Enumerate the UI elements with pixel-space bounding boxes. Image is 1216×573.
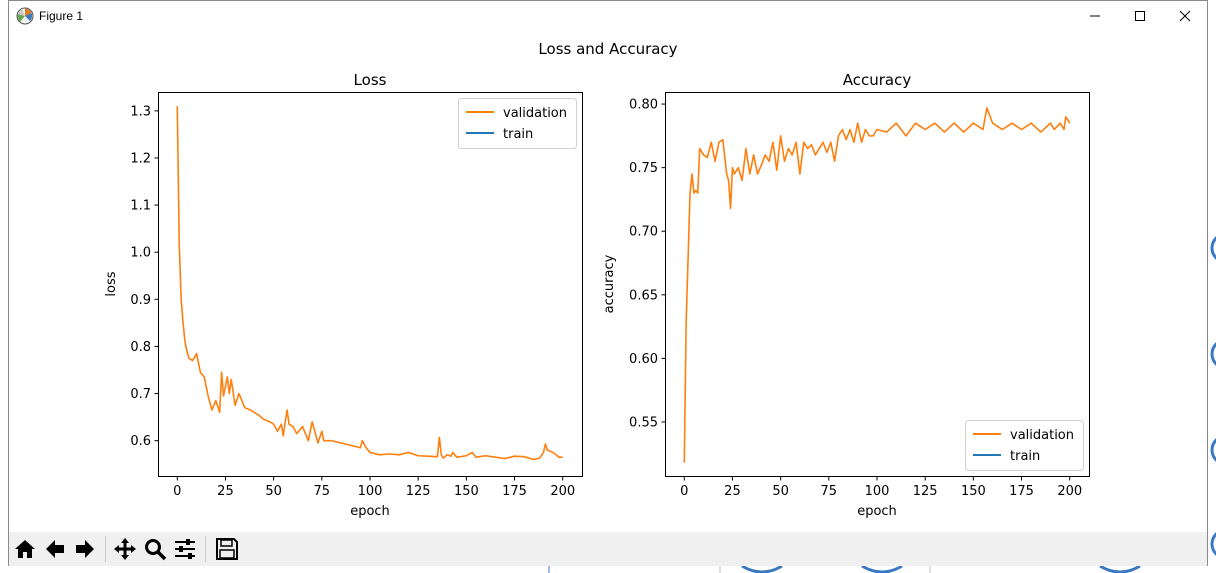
y-tick-label: 0.9 (130, 293, 151, 308)
maximize-button[interactable] (1117, 1, 1163, 31)
background-circle-icon (1210, 532, 1216, 556)
y-tick-label: 0.75 (629, 161, 658, 176)
x-tick-label: 25 (217, 484, 234, 499)
back-button[interactable] (41, 535, 69, 563)
y-tick-label: 0.80 (629, 98, 658, 113)
x-tick-label: 200 (550, 484, 575, 499)
forward-arrow-icon (76, 540, 94, 558)
x-tick-label: 150 (961, 484, 986, 499)
legend: validation train (458, 98, 577, 149)
save-icon (216, 538, 238, 560)
y-tick-label: 0.55 (629, 415, 658, 430)
y-tick-label: 0.65 (629, 288, 658, 303)
background-arc (741, 564, 783, 573)
axes-frame (158, 92, 583, 477)
y-tick-label: 1.0 (130, 246, 151, 261)
back-arrow-icon (46, 540, 64, 558)
axes-title: Accuracy (843, 71, 912, 89)
accuracy-axes[interactable]: Accuracy 0 25 50 75 100 125 150 175 200 0.55 0.60 0.… (602, 71, 1090, 519)
title-bar[interactable]: Figure 1 (9, 1, 1207, 31)
y-tick-label: 1.3 (130, 104, 151, 119)
navigation-toolbar (9, 532, 1207, 566)
background-arc (1099, 564, 1141, 573)
y-tick-label: 1.2 (130, 151, 151, 166)
y-tick-label: 0.8 (130, 340, 151, 355)
x-tick-label: 175 (502, 484, 527, 499)
axes-title: Loss (354, 71, 387, 89)
x-tick-label: 75 (821, 484, 838, 499)
minimize-button[interactable] (1072, 1, 1118, 31)
y-tick-label: 0.60 (629, 352, 658, 367)
legend-label-train: train (1010, 449, 1040, 464)
legend-label-train: train (503, 127, 533, 142)
configure-subplots-icon (175, 539, 195, 559)
x-tick-label: 50 (772, 484, 789, 499)
x-axis-label: epoch (350, 504, 390, 519)
y-tick-label: 0.7 (130, 387, 151, 402)
y-tick-label: 0.6 (130, 434, 151, 449)
y-axis-label: loss (104, 271, 119, 296)
window-title: Figure 1 (39, 9, 84, 23)
x-axis-label: epoch (857, 504, 897, 519)
zoom-button[interactable] (141, 535, 169, 563)
toolbar-separator (105, 536, 106, 562)
legend-label-validation: validation (1010, 428, 1074, 443)
legend: validation train (965, 420, 1084, 471)
x-tick-label: 50 (265, 484, 282, 499)
y-axis-label: accuracy (602, 254, 617, 313)
forward-button[interactable] (71, 535, 99, 563)
figure-suptitle: Loss and Accuracy (538, 40, 677, 58)
figure-canvas[interactable]: Loss and Accuracy Loss 0 25 50 75 100 125 150 17… (9, 31, 1207, 531)
background-circle-icon (1210, 342, 1216, 366)
x-tick-label: 150 (454, 484, 479, 499)
x-tick-label: 25 (724, 484, 741, 499)
pan-icon (114, 538, 136, 560)
home-button[interactable] (11, 535, 39, 563)
x-tick-label: 100 (358, 484, 383, 499)
figure-window: Figure 1 Loss and Accuracy Loss 0 25 50 75 10… (8, 0, 1208, 566)
x-tick-label: 0 (173, 484, 181, 499)
zoom-icon (145, 539, 167, 561)
maximize-icon (1135, 11, 1145, 21)
toolbar-separator (205, 536, 206, 562)
x-tick-label: 125 (913, 484, 938, 499)
minimize-icon (1090, 15, 1100, 17)
x-tick-label: 0 (680, 484, 688, 499)
close-button[interactable] (1162, 1, 1208, 31)
save-button[interactable] (213, 535, 241, 563)
background-arc (861, 564, 903, 573)
close-icon (1179, 10, 1191, 22)
pan-button[interactable] (111, 535, 139, 563)
x-tick-label: 75 (314, 484, 331, 499)
x-tick-label: 125 (406, 484, 431, 499)
loss-axes[interactable]: Loss 0 25 50 75 100 125 150 175 200 0.6 0.7 0.8 0.9 1.… (104, 71, 583, 519)
y-tick-label: 1.1 (130, 199, 151, 214)
background-circle-icon (1210, 438, 1216, 462)
x-tick-label: 100 (865, 484, 890, 499)
x-tick-label: 200 (1057, 484, 1082, 499)
x-tick-label: 175 (1009, 484, 1034, 499)
legend-label-validation: validation (503, 106, 567, 121)
matplotlib-icon (16, 7, 34, 25)
background-circle-icon (1210, 236, 1216, 260)
y-tick-label: 0.70 (629, 225, 658, 240)
home-icon (15, 540, 35, 558)
series-line-validation (683, 107, 1071, 463)
series-line-validation (176, 106, 563, 461)
configure-subplots-button[interactable] (171, 535, 199, 563)
axes-frame (665, 92, 1090, 477)
